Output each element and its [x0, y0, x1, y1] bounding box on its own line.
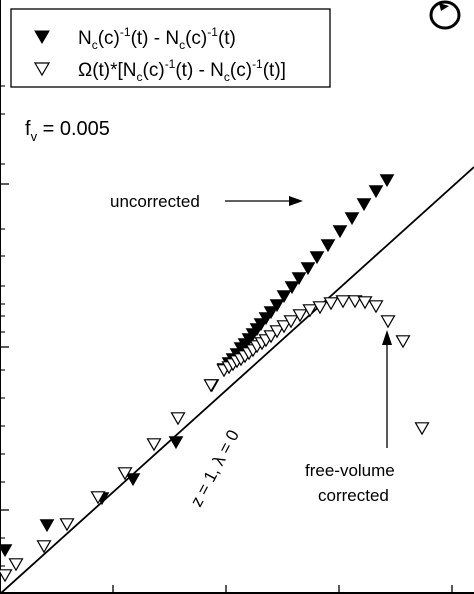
- data-point-corrected: [263, 330, 279, 344]
- legend-1-part-8: (t): [218, 28, 236, 49]
- legend-1-part-3: -1: [120, 25, 131, 39]
- legend-1-part-1: c: [92, 38, 98, 52]
- fv-label: fv = 0.005: [25, 118, 110, 144]
- arrow-free-volume: [382, 330, 392, 448]
- data-point-uncorrected: [125, 473, 141, 487]
- legend-1-part-7: -1: [207, 25, 218, 39]
- series-free-volume-corrected: [0, 295, 430, 583]
- data-point-corrected: [395, 335, 411, 349]
- data-point-uncorrected: [368, 185, 384, 199]
- legend-1-part-6: (c): [185, 28, 207, 49]
- data-point-corrected: [292, 309, 308, 323]
- data-point-corrected: [203, 379, 219, 393]
- legend-2-part-1: c: [137, 70, 143, 84]
- arrow-uncorrected: [225, 196, 303, 206]
- data-point-corrected: [283, 315, 299, 329]
- legend-2-part-4: (t) - N: [175, 60, 224, 81]
- legend-2-part-8: (t)]: [263, 60, 286, 81]
- data-point-corrected: [170, 412, 186, 426]
- data-point-corrected: [347, 295, 363, 309]
- data-point-corrected: [368, 300, 384, 314]
- data-point-uncorrected: [284, 281, 300, 295]
- data-point-corrected: [312, 301, 328, 315]
- data-point-uncorrected: [379, 174, 395, 188]
- data-point-uncorrected: [320, 239, 336, 253]
- legend-2-part-7: -1: [252, 57, 263, 71]
- data-point-corrected: [117, 467, 133, 481]
- reference-line-label: z = 1, λ = 0: [187, 427, 243, 510]
- data-point-corrected: [276, 320, 292, 334]
- data-point-uncorrected: [300, 262, 316, 276]
- fv-sub: v: [31, 129, 38, 144]
- data-point-uncorrected: [356, 198, 372, 212]
- legend-label-corrected: Ω(t)*[Nc(c)-1(t) - Nc(c)-1(t)]: [78, 57, 286, 84]
- annotation-free-volume-line2: corrected: [318, 486, 389, 505]
- data-point-uncorrected: [0, 544, 13, 558]
- data-point-corrected: [269, 325, 285, 339]
- data-point-uncorrected: [168, 436, 184, 450]
- data-point-corrected: [414, 422, 430, 436]
- legend-marker-open: [33, 62, 51, 77]
- fv-base: f: [25, 118, 31, 140]
- legend-2-part-6: (c): [230, 60, 252, 81]
- data-point-corrected: [0, 569, 13, 583]
- data-point-uncorrected: [263, 306, 279, 320]
- legend-label-uncorrected: Nc(c)-1(t) - Nc(c)-1(t): [78, 25, 236, 52]
- data-point-uncorrected: [344, 212, 360, 226]
- legend-2-part-0: Ω(t)*[N: [78, 60, 137, 81]
- legend-1-part-2: (c): [98, 28, 120, 49]
- fv-rest: = 0.005: [37, 118, 110, 140]
- reference-line: [0, 166, 474, 594]
- annotation-uncorrected: uncorrected: [110, 192, 200, 211]
- data-point-corrected: [59, 518, 75, 532]
- legend-1-part-0: N: [78, 28, 92, 49]
- data-point-corrected: [323, 297, 339, 311]
- legend-marker-filled: [34, 30, 50, 44]
- annotation-free-volume-line1: free-volume: [305, 461, 395, 480]
- data-point-uncorrected: [309, 251, 325, 265]
- legend-2-part-5: c: [224, 70, 230, 84]
- legend-2-part-3: -1: [165, 57, 176, 71]
- legend-1-part-4: (t) - N: [131, 28, 180, 49]
- data-point-uncorrected: [332, 225, 348, 239]
- legend-box: [10, 8, 331, 88]
- legend-2-part-2: (c): [143, 60, 165, 81]
- data-point-corrected: [357, 296, 373, 310]
- data-point-corrected: [146, 438, 162, 452]
- x-ticks: [0, 585, 453, 593]
- data-point-corrected: [90, 491, 106, 505]
- data-point-corrected: [8, 558, 24, 572]
- data-point-corrected: [302, 304, 318, 318]
- data-point-corrected: [335, 295, 351, 309]
- data-point-corrected: [380, 315, 396, 329]
- legend: Nc(c)-1(t) - Nc(c)-1(t) Ω(t)*[Nc(c)-1(t)…: [10, 8, 331, 88]
- data-point-uncorrected: [291, 272, 307, 286]
- data-point-uncorrected: [276, 290, 292, 304]
- rotation-circle-icon: [429, 0, 461, 30]
- legend-1-part-5: c: [179, 38, 185, 52]
- data-point-corrected: [36, 540, 52, 554]
- y-ticks: [0, 85, 9, 567]
- data-point-uncorrected: [39, 519, 55, 533]
- data-point-uncorrected: [269, 299, 285, 313]
